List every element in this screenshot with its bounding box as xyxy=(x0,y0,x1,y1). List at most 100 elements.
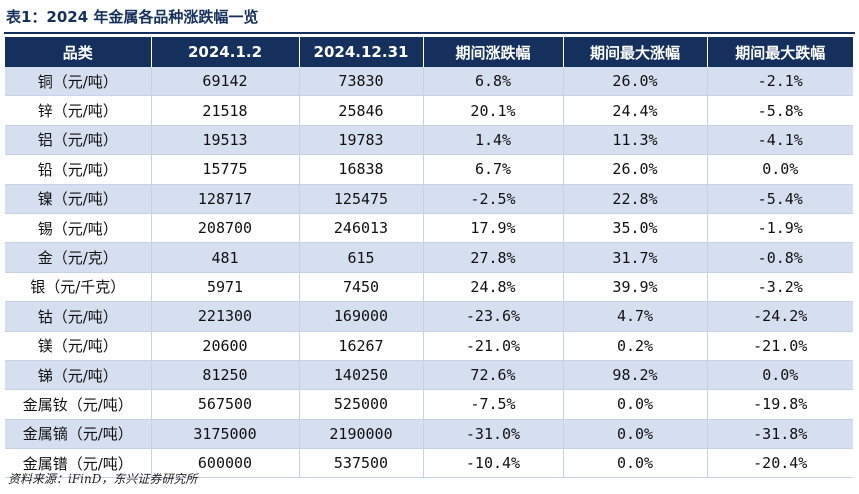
value-cell: 26.0% xyxy=(563,154,708,185)
table-row: 铅（元/吨） 15775 16838 6.7% 26.0% 0.0% xyxy=(5,154,853,185)
table-row: 锌（元/吨） 21518 25846 20.1% 24.4% -5.8% xyxy=(5,95,853,126)
category-cell: 钴（元/吨） xyxy=(5,301,152,332)
value-cell: 16267 xyxy=(299,331,424,361)
value-cell: 2190000 xyxy=(299,419,424,450)
column-header: 期间涨跌幅 xyxy=(423,37,564,67)
category-cell: 锌（元/吨） xyxy=(5,95,152,126)
value-cell: -0.8% xyxy=(707,242,853,273)
value-cell: 21518 xyxy=(151,95,300,126)
value-cell: 221300 xyxy=(151,301,300,332)
value-cell: 0.0% xyxy=(563,389,708,420)
category-cell: 铅（元/吨） xyxy=(5,154,152,185)
value-cell: 72.6% xyxy=(423,360,564,391)
table-row: 镍（元/吨） 128717 125475 -2.5% 22.8% -5.4% xyxy=(5,184,853,214)
value-cell: 20.1% xyxy=(423,95,564,126)
value-cell: 19783 xyxy=(299,125,424,156)
value-cell: -1.9% xyxy=(707,213,853,244)
value-cell: -2.5% xyxy=(423,184,564,214)
table-row: 钴（元/吨） 221300 169000 -23.6% 4.7% -24.2% xyxy=(5,301,853,332)
category-cell: 银（元/千克） xyxy=(5,272,152,303)
value-cell: -5.8% xyxy=(707,95,853,126)
value-cell: 140250 xyxy=(299,360,424,391)
source-note: 资料来源：iFinD，东兴证券研究所 xyxy=(8,472,198,486)
category-cell: 铝（元/吨） xyxy=(5,125,152,156)
value-cell: 4.7% xyxy=(563,301,708,332)
table-row: 金属镝（元/吨） 3175000 2190000 -31.0% 0.0% -31.8% xyxy=(5,419,853,450)
value-cell: 0.2% xyxy=(563,331,708,361)
value-cell: 16838 xyxy=(299,154,424,185)
column-header: 期间最大涨幅 xyxy=(563,37,708,67)
value-cell: 0.0% xyxy=(563,448,708,479)
value-cell: 0.0% xyxy=(707,360,853,391)
value-cell: -5.4% xyxy=(707,184,853,214)
value-cell: 31.7% xyxy=(563,242,708,273)
value-cell: 19513 xyxy=(151,125,300,156)
category-cell: 锡（元/吨） xyxy=(5,213,152,244)
table-row: 金（元/克） 481 615 27.8% 31.7% -0.8% xyxy=(5,242,853,273)
value-cell: 69142 xyxy=(151,67,300,97)
value-cell: 26.0% xyxy=(563,67,708,97)
column-header: 2024.1.2 xyxy=(151,37,300,67)
column-header: 2024.12.31 xyxy=(299,37,424,67)
table-row: 铜（元/吨） 69142 73830 6.8% 26.0% -2.1% xyxy=(5,67,853,97)
value-cell: 11.3% xyxy=(563,125,708,156)
value-cell: -3.2% xyxy=(707,272,853,303)
value-cell: 128717 xyxy=(151,184,300,214)
value-cell: 39.9% xyxy=(563,272,708,303)
value-cell: 5971 xyxy=(151,272,300,303)
value-cell: 81250 xyxy=(151,360,300,391)
category-cell: 金属镨（元/吨） xyxy=(5,448,152,479)
value-cell: 7450 xyxy=(299,272,424,303)
value-cell: 169000 xyxy=(299,301,424,332)
category-cell: 镍（元/吨） xyxy=(5,184,152,214)
metals-price-table: 品类 2024.1.2 2024.12.31 期间涨跌幅 期间最大涨幅 期间最大… xyxy=(5,37,853,479)
value-cell: 35.0% xyxy=(563,213,708,244)
column-header: 期间最大跌幅 xyxy=(707,37,853,67)
title-rule xyxy=(4,32,855,34)
value-cell: 0.0% xyxy=(563,419,708,450)
category-cell: 铜（元/吨） xyxy=(5,67,152,97)
value-cell: 17.9% xyxy=(423,213,564,244)
value-cell: 6.8% xyxy=(423,67,564,97)
table-row: 锑（元/吨） 81250 140250 72.6% 98.2% 0.0% xyxy=(5,360,853,391)
value-cell: 3175000 xyxy=(151,419,300,450)
value-cell: 525000 xyxy=(299,389,424,420)
value-cell: 20600 xyxy=(151,331,300,361)
table-row: 金属钕（元/吨） 567500 525000 -7.5% 0.0% -19.8% xyxy=(5,389,853,420)
value-cell: -24.2% xyxy=(707,301,853,332)
table-row: 镁（元/吨） 20600 16267 -21.0% 0.2% -21.0% xyxy=(5,331,853,361)
value-cell: 98.2% xyxy=(563,360,708,391)
value-cell: 208700 xyxy=(151,213,300,244)
value-cell: -23.6% xyxy=(423,301,564,332)
value-cell: 1.4% xyxy=(423,125,564,156)
value-cell: 6.7% xyxy=(423,154,564,185)
value-cell: -7.5% xyxy=(423,389,564,420)
column-header: 品类 xyxy=(5,37,152,67)
value-cell: 246013 xyxy=(299,213,424,244)
value-cell: 481 xyxy=(151,242,300,273)
value-cell: -31.8% xyxy=(707,419,853,450)
table-row: 银（元/千克） 5971 7450 24.8% 39.9% -3.2% xyxy=(5,272,853,303)
value-cell: 27.8% xyxy=(423,242,564,273)
category-cell: 金属镝（元/吨） xyxy=(5,419,152,450)
value-cell: 24.8% xyxy=(423,272,564,303)
table-title: 表1：2024 年金属各品种涨跌幅一览 xyxy=(6,8,259,26)
value-cell: 0.0% xyxy=(707,154,853,185)
value-cell: 125475 xyxy=(299,184,424,214)
value-cell: 537500 xyxy=(299,448,424,479)
value-cell: 25846 xyxy=(299,95,424,126)
value-cell: 15775 xyxy=(151,154,300,185)
value-cell: 615 xyxy=(299,242,424,273)
category-cell: 镁（元/吨） xyxy=(5,331,152,361)
value-cell: -2.1% xyxy=(707,67,853,97)
table-row: 金属镨（元/吨） 600000 537500 -10.4% 0.0% -20.4% xyxy=(5,448,853,479)
category-cell: 金属钕（元/吨） xyxy=(5,389,152,420)
value-cell: 567500 xyxy=(151,389,300,420)
value-cell: 22.8% xyxy=(563,184,708,214)
table-row: 锡（元/吨） 208700 246013 17.9% 35.0% -1.9% xyxy=(5,213,853,244)
value-cell: -31.0% xyxy=(423,419,564,450)
value-cell: 24.4% xyxy=(563,95,708,126)
value-cell: -4.1% xyxy=(707,125,853,156)
value-cell: -19.8% xyxy=(707,389,853,420)
value-cell: 73830 xyxy=(299,67,424,97)
